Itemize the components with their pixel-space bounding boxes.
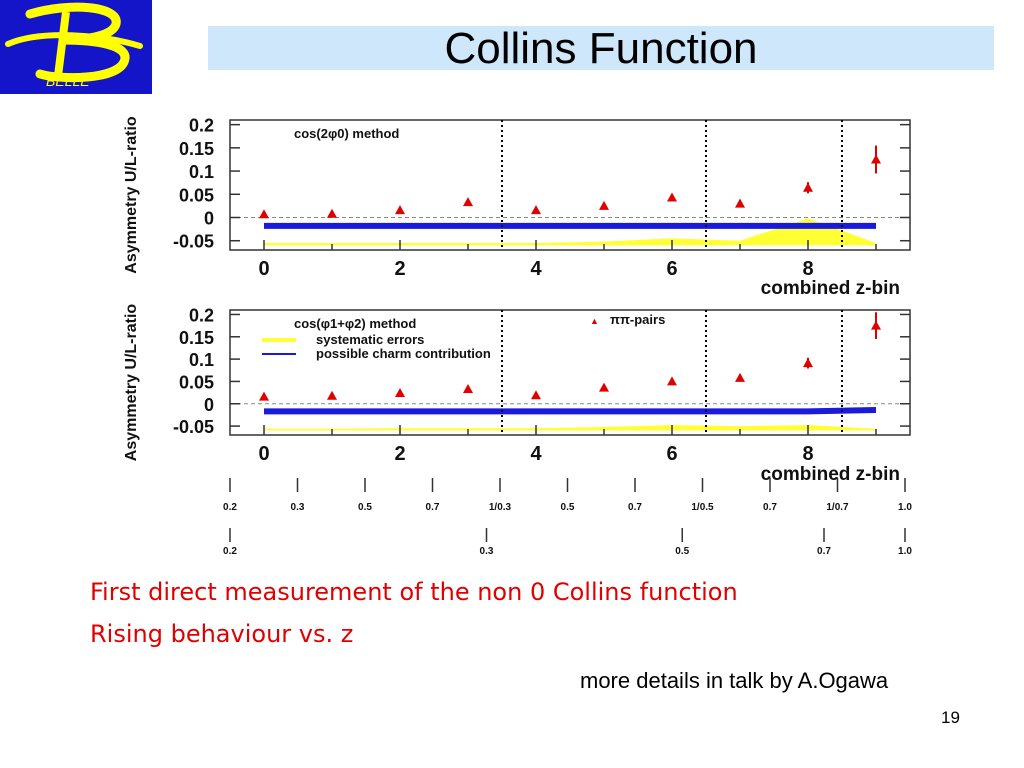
z-scale-label: 0.7 bbox=[763, 502, 777, 513]
legend-label-systematic: systematic errors bbox=[316, 332, 424, 347]
z-scale-label: 0.5 bbox=[561, 502, 575, 513]
z-scale-label: 0.5 bbox=[358, 502, 372, 513]
x-tick-label: 2 bbox=[394, 443, 405, 465]
method-title: cos(2φ0) method bbox=[294, 126, 399, 141]
data-point bbox=[599, 382, 609, 392]
data-point bbox=[395, 205, 405, 215]
charm-contribution-line bbox=[264, 407, 877, 415]
legend-label-charm: possible charm contribution bbox=[316, 346, 491, 361]
z-scale-label: 1.0 bbox=[898, 502, 912, 513]
data-point bbox=[531, 390, 541, 400]
plot-frame bbox=[229, 309, 911, 436]
belle-logo: BELLE bbox=[0, 0, 152, 94]
x-tick-label: 8 bbox=[802, 258, 813, 280]
plot-frame bbox=[229, 119, 911, 251]
y-axis-label: Asymmetry U/L-ratio bbox=[123, 116, 140, 274]
method-title: cos(φ1+φ2) method bbox=[294, 316, 416, 331]
x-axis-label: combined z-bin bbox=[761, 278, 900, 299]
z-scale-label: 0.3 bbox=[480, 546, 494, 557]
y-tick-label: 0.15 bbox=[179, 139, 214, 159]
note-first-measurement: First direct measurement of the non 0 Co… bbox=[90, 578, 738, 606]
y-tick-label: 0 bbox=[204, 395, 214, 415]
y-tick-label: 0.1 bbox=[189, 350, 214, 370]
data-point bbox=[327, 208, 337, 218]
data-point bbox=[871, 154, 881, 164]
page-number: 19 bbox=[941, 708, 960, 727]
data-point bbox=[599, 200, 609, 210]
data-point bbox=[259, 391, 269, 401]
details-text: more details in talk by A.Ogawa bbox=[580, 668, 889, 693]
x-tick-label: 4 bbox=[530, 443, 542, 465]
y-tick-label: 0.1 bbox=[189, 162, 214, 182]
z-scale-label: 1/0.5 bbox=[691, 502, 714, 513]
legend-marker-pairs: ▲ bbox=[590, 316, 599, 326]
data-point bbox=[871, 320, 881, 330]
title-bar bbox=[208, 26, 994, 70]
x-tick-label: 2 bbox=[394, 258, 405, 280]
z-scale-label: 1/0.3 bbox=[489, 502, 512, 513]
data-point bbox=[735, 372, 745, 382]
data-point bbox=[803, 182, 813, 192]
x-tick-label: 6 bbox=[666, 443, 677, 465]
z-scale-label: 0.7 bbox=[628, 502, 642, 513]
z-scale-label: 0.2 bbox=[223, 546, 237, 557]
data-point bbox=[463, 384, 473, 394]
z-scale-label: 1/0.7 bbox=[826, 502, 849, 513]
belle-b-logo-icon: BELLE bbox=[5, 2, 143, 89]
data-point bbox=[463, 197, 473, 207]
data-point bbox=[735, 198, 745, 208]
z-scale-label: 0.5 bbox=[675, 546, 689, 557]
x-tick-label: 6 bbox=[666, 258, 677, 280]
x-tick-label: 8 bbox=[802, 443, 813, 465]
systematic-error-band bbox=[264, 425, 876, 431]
y-tick-label: -0.05 bbox=[173, 232, 214, 252]
systematic-error-band bbox=[264, 218, 876, 246]
page-title: Collins Function bbox=[444, 24, 758, 73]
x-tick-label: 0 bbox=[258, 443, 269, 465]
y-axis-label: Asymmetry U/L-ratio bbox=[123, 304, 140, 462]
data-point bbox=[667, 192, 677, 202]
data-point bbox=[259, 209, 269, 219]
x-tick-label: 4 bbox=[530, 258, 542, 280]
y-tick-label: 0 bbox=[204, 209, 214, 229]
logo-text: BELLE bbox=[46, 73, 90, 89]
note-rising-behaviour: Rising behaviour vs. z bbox=[90, 620, 354, 648]
x-axis-label: combined z-bin bbox=[761, 464, 900, 485]
z-scale-label: 0.2 bbox=[223, 502, 237, 513]
data-point bbox=[395, 388, 405, 398]
z-scale-label: 0.7 bbox=[817, 546, 831, 557]
chart-area: 0.2 0.15 0.1 0.05 0 -0.05 0 2 4 6 8 combined z-bin A… bbox=[110, 110, 920, 565]
z-scale-label: 0.3 bbox=[291, 502, 305, 513]
legend-label-pairs: ππ-pairs bbox=[610, 312, 665, 327]
data-point bbox=[327, 390, 337, 400]
y-tick-label: 0.15 bbox=[179, 328, 214, 348]
x-tick-label: 0 bbox=[258, 258, 269, 280]
y-tick-label: 0.05 bbox=[179, 372, 214, 392]
y-tick-label: 0.05 bbox=[179, 185, 214, 205]
data-point bbox=[667, 376, 677, 386]
y-tick-label: 0.2 bbox=[189, 305, 214, 325]
y-tick-label: -0.05 bbox=[173, 417, 214, 437]
data-point bbox=[803, 358, 813, 368]
y-tick-label: 0.2 bbox=[189, 116, 214, 136]
z-scale-label: 0.7 bbox=[426, 502, 440, 513]
data-point bbox=[531, 205, 541, 215]
z-scale-label: 1.0 bbox=[898, 546, 912, 557]
